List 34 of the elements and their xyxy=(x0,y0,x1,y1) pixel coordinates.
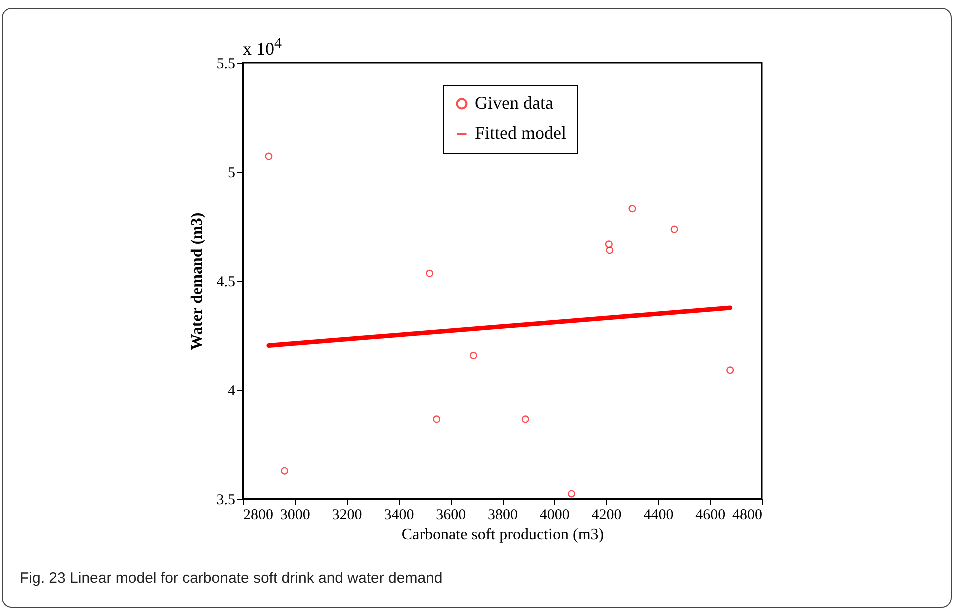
point xyxy=(726,366,734,374)
caption: Fig. 23 Linear model for carbonate soft drink and water demand xyxy=(20,570,443,587)
x-tick-label: 3200 xyxy=(332,508,362,524)
x-tick-label: 2800 xyxy=(244,508,274,524)
x-tick-label: 4200 xyxy=(592,508,622,524)
point xyxy=(628,205,636,213)
x-tick-label: 3600 xyxy=(436,508,466,524)
point xyxy=(265,152,273,160)
point xyxy=(470,352,478,360)
point xyxy=(568,490,576,498)
x-tick-label: 3400 xyxy=(384,508,414,524)
legend-label: Given data xyxy=(475,93,554,113)
point xyxy=(670,226,678,234)
point xyxy=(522,416,530,424)
y-tick-label: 3.5 xyxy=(216,492,236,508)
x-axis-title: Carbonate soft production (m3) xyxy=(402,526,604,544)
point xyxy=(426,270,434,278)
y-axis-title: Water demand (m3) xyxy=(188,212,206,350)
y-tick-label: 5.5 xyxy=(216,56,236,72)
x-tick-label: 4000 xyxy=(540,508,570,524)
x-tick-label: 4400 xyxy=(644,508,674,524)
point xyxy=(606,246,614,254)
x-tick-label: 3000 xyxy=(280,508,310,524)
x-tick-label: 4800 xyxy=(732,508,762,524)
text: x 10$^{4}$ xyxy=(243,36,282,60)
point xyxy=(433,416,441,424)
y-tick-label: 4.5 xyxy=(216,274,236,290)
y-tick-label: 4 xyxy=(228,384,236,400)
legend-label: Fitted model xyxy=(475,123,566,143)
x-tick-label: 4600 xyxy=(696,508,726,524)
point xyxy=(281,467,289,475)
y-tick-label: 5 xyxy=(228,166,236,182)
x-tick-label: 3800 xyxy=(488,508,518,524)
point xyxy=(605,240,613,248)
